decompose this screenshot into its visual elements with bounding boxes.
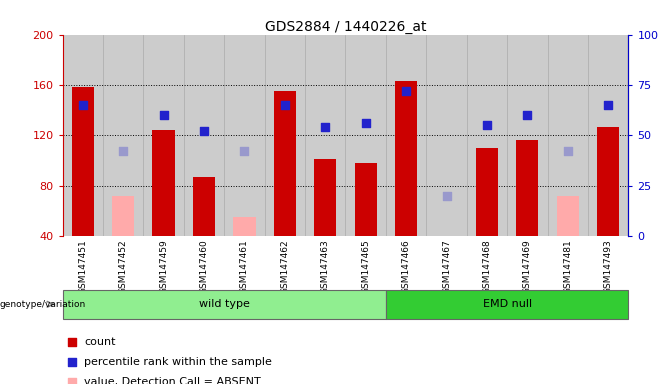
Point: [522, 112, 532, 118]
Point: [78, 102, 88, 108]
Bar: [274, 91, 296, 236]
Point: [159, 112, 169, 118]
Bar: [467, 35, 507, 236]
Bar: [588, 35, 628, 236]
Point: [320, 124, 330, 131]
Point: [67, 359, 78, 365]
Text: percentile rank within the sample: percentile rank within the sample: [84, 357, 272, 367]
Point: [118, 149, 128, 155]
Bar: [345, 35, 386, 236]
Point: [239, 149, 249, 155]
Bar: [63, 290, 386, 319]
Bar: [112, 196, 134, 236]
Bar: [153, 130, 174, 236]
Text: value, Detection Call = ABSENT: value, Detection Call = ABSENT: [84, 377, 261, 384]
Bar: [193, 177, 215, 236]
Text: genotype/variation: genotype/variation: [0, 300, 86, 309]
Bar: [63, 35, 103, 236]
Point: [67, 339, 78, 345]
Point: [199, 128, 209, 134]
Bar: [395, 81, 417, 236]
Bar: [143, 35, 184, 236]
Bar: [305, 35, 345, 236]
Bar: [386, 35, 426, 236]
Text: EMD null: EMD null: [482, 299, 532, 310]
Bar: [517, 141, 538, 236]
Bar: [476, 148, 498, 236]
Bar: [355, 163, 377, 236]
Bar: [72, 88, 94, 236]
Point: [442, 193, 452, 199]
Bar: [224, 35, 265, 236]
Point: [401, 88, 411, 94]
Text: wild type: wild type: [199, 299, 249, 310]
Bar: [103, 35, 143, 236]
Bar: [314, 159, 336, 236]
Bar: [426, 35, 467, 236]
Point: [361, 120, 371, 126]
Point: [563, 149, 573, 155]
Point: [280, 102, 290, 108]
Bar: [597, 127, 619, 236]
Point: [482, 122, 492, 128]
Bar: [507, 35, 547, 236]
Bar: [547, 35, 588, 236]
Bar: [386, 290, 628, 319]
Bar: [234, 217, 255, 236]
Bar: [184, 35, 224, 236]
Title: GDS2884 / 1440226_at: GDS2884 / 1440226_at: [265, 20, 426, 33]
Point: [67, 379, 78, 384]
Bar: [265, 35, 305, 236]
Bar: [557, 196, 579, 236]
Text: count: count: [84, 337, 116, 347]
Point: [603, 102, 613, 108]
